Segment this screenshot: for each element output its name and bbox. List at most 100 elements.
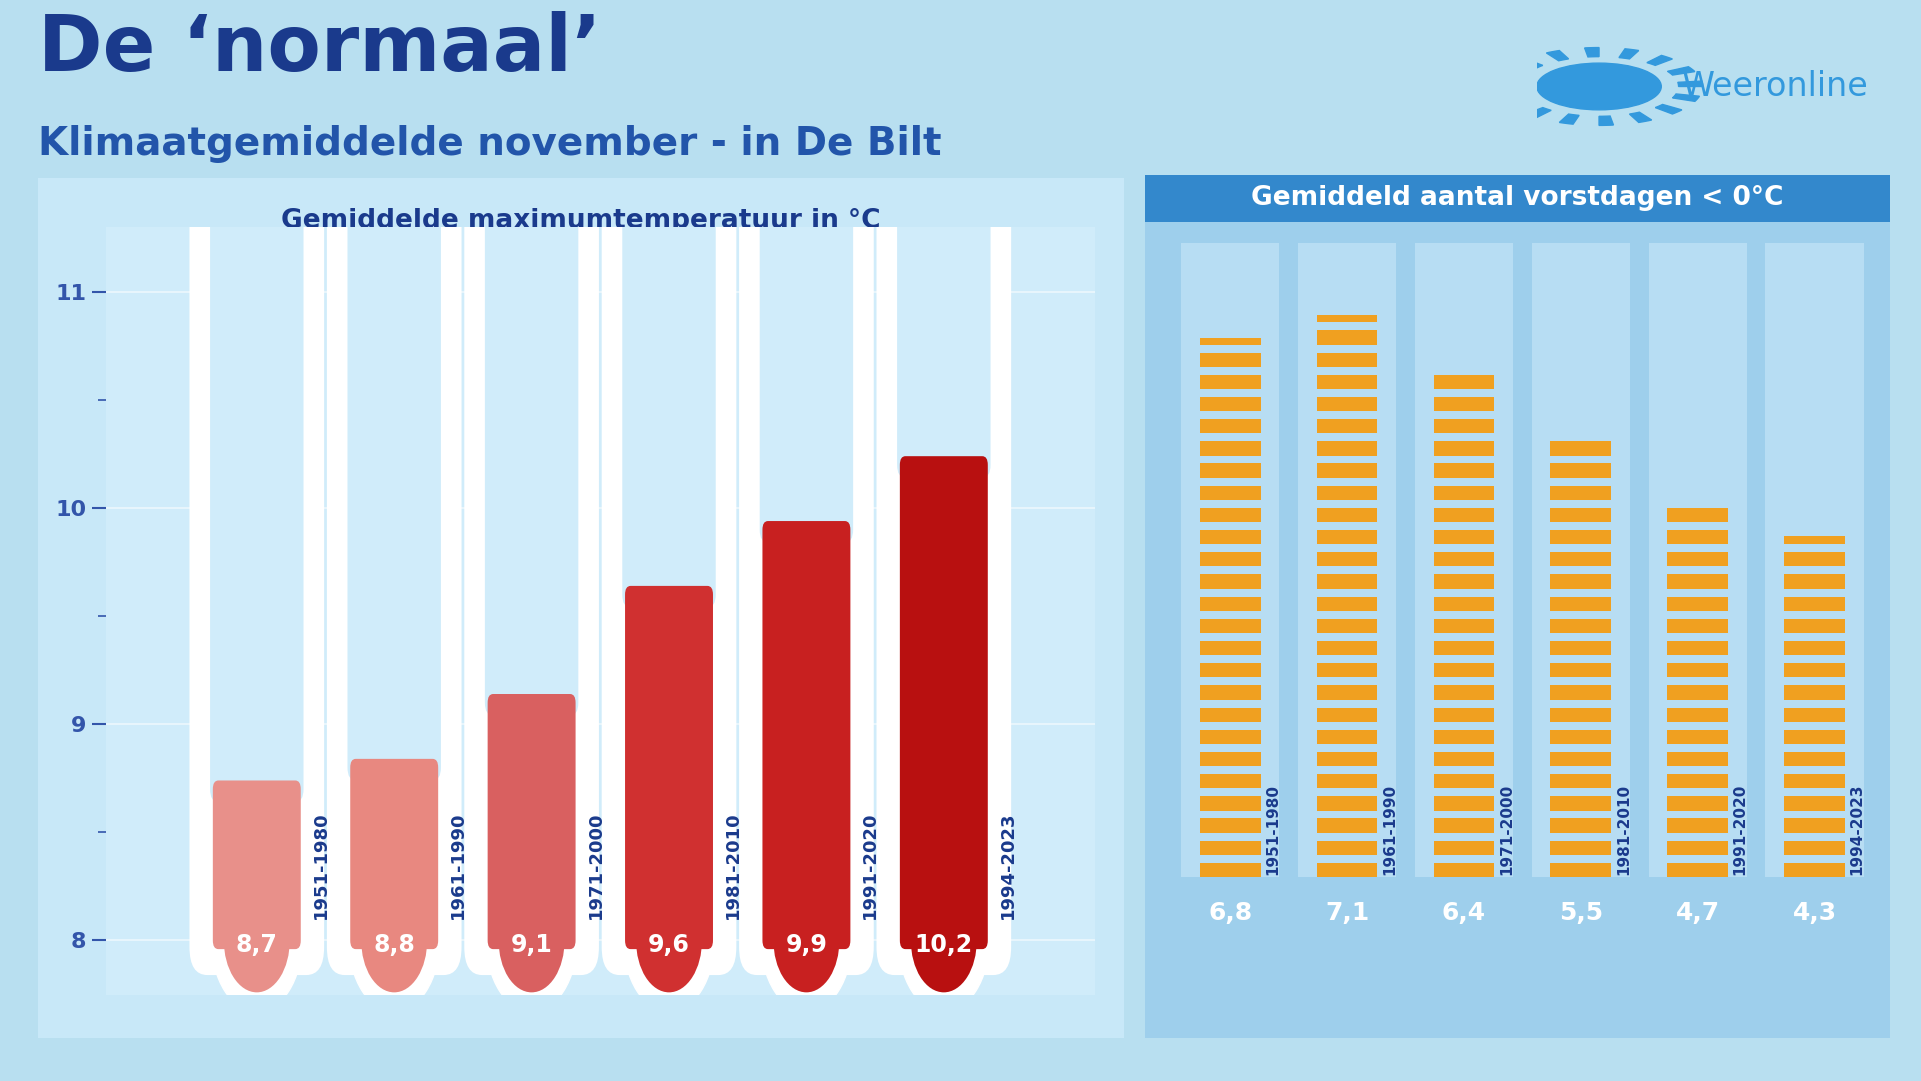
- Bar: [1667, 774, 1729, 788]
- Text: 5,5: 5,5: [1558, 900, 1602, 924]
- Wedge shape: [1619, 49, 1639, 59]
- Bar: [1433, 552, 1495, 566]
- Wedge shape: [1546, 51, 1569, 61]
- Bar: [1550, 863, 1612, 877]
- Text: 7,1: 7,1: [1325, 900, 1370, 924]
- Wedge shape: [1516, 59, 1543, 68]
- Bar: [1667, 618, 1729, 633]
- Bar: [1433, 708, 1495, 722]
- Bar: [1201, 863, 1260, 877]
- FancyBboxPatch shape: [899, 456, 987, 949]
- FancyBboxPatch shape: [876, 177, 1010, 975]
- Circle shape: [1537, 63, 1662, 110]
- Bar: [1316, 641, 1377, 655]
- Bar: [1316, 730, 1377, 744]
- Bar: [1550, 730, 1612, 744]
- Bar: [1316, 663, 1377, 678]
- Bar: [1201, 685, 1260, 699]
- Circle shape: [225, 889, 290, 992]
- Bar: [1433, 375, 1495, 389]
- Bar: [1550, 708, 1612, 722]
- FancyBboxPatch shape: [348, 201, 442, 780]
- Bar: [1201, 352, 1260, 366]
- Bar: [1433, 441, 1495, 455]
- FancyBboxPatch shape: [465, 177, 599, 975]
- Bar: [1433, 797, 1495, 811]
- Bar: [1785, 618, 1844, 633]
- Bar: [1433, 574, 1495, 589]
- Bar: [1316, 863, 1377, 877]
- Bar: [1201, 841, 1260, 855]
- Bar: [1785, 663, 1844, 678]
- Bar: [1550, 663, 1612, 678]
- Bar: [1550, 441, 1612, 455]
- Bar: [1433, 508, 1495, 522]
- Bar: [1433, 774, 1495, 788]
- Circle shape: [774, 889, 839, 992]
- Bar: [1433, 464, 1495, 478]
- Bar: [1785, 597, 1844, 611]
- Bar: [1550, 841, 1612, 855]
- FancyBboxPatch shape: [763, 521, 851, 949]
- Bar: [1201, 641, 1260, 655]
- Bar: [1316, 530, 1377, 545]
- FancyBboxPatch shape: [601, 177, 736, 975]
- Bar: [1316, 797, 1377, 811]
- Bar: [1316, 818, 1377, 832]
- Text: 9,9: 9,9: [786, 933, 828, 957]
- Bar: [1785, 641, 1844, 655]
- Circle shape: [350, 869, 440, 1012]
- Text: 1961-1990: 1961-1990: [450, 812, 467, 919]
- Bar: [1433, 730, 1495, 744]
- Bar: [1433, 752, 1495, 766]
- Text: Weeronline: Weeronline: [1683, 70, 1869, 103]
- Wedge shape: [1677, 81, 1702, 86]
- Circle shape: [211, 869, 302, 1012]
- Bar: [1667, 863, 1729, 877]
- Text: 1994-2023: 1994-2023: [1850, 784, 1865, 876]
- Bar: [1785, 797, 1844, 811]
- Bar: [1433, 685, 1495, 699]
- Bar: [1667, 841, 1729, 855]
- Text: 1994-2023: 1994-2023: [999, 812, 1016, 919]
- Bar: [1433, 641, 1495, 655]
- FancyBboxPatch shape: [327, 177, 461, 975]
- Wedge shape: [1585, 48, 1598, 57]
- Text: 1981-2010: 1981-2010: [1616, 785, 1631, 876]
- Text: 6,4: 6,4: [1443, 900, 1487, 924]
- Bar: [1785, 685, 1844, 699]
- Text: 4,7: 4,7: [1675, 900, 1719, 924]
- Bar: [1201, 730, 1260, 744]
- Bar: [1201, 663, 1260, 678]
- Bar: [1667, 641, 1729, 655]
- Bar: [1550, 685, 1612, 699]
- Text: 1961-1990: 1961-1990: [1383, 785, 1397, 876]
- FancyBboxPatch shape: [209, 201, 304, 802]
- Bar: [1785, 552, 1844, 566]
- Wedge shape: [1667, 67, 1694, 75]
- Bar: [1316, 774, 1377, 788]
- Wedge shape: [1498, 71, 1525, 79]
- Text: 9,6: 9,6: [647, 933, 690, 957]
- Bar: [1667, 708, 1729, 722]
- Bar: [1316, 685, 1377, 699]
- Bar: [1433, 841, 1495, 855]
- Bar: [1201, 597, 1260, 611]
- Text: Klimaatgemiddelde november - in De Bilt: Klimaatgemiddelde november - in De Bilt: [38, 124, 941, 163]
- Bar: [1765, 243, 1863, 877]
- Bar: [1201, 797, 1260, 811]
- FancyBboxPatch shape: [350, 759, 438, 949]
- Bar: [1433, 485, 1495, 499]
- Bar: [1316, 375, 1377, 389]
- Text: 1991-2020: 1991-2020: [861, 812, 880, 919]
- Bar: [1433, 863, 1495, 877]
- Bar: [1316, 331, 1377, 345]
- Wedge shape: [1673, 94, 1700, 102]
- Bar: [1316, 419, 1377, 433]
- Bar: [1550, 574, 1612, 589]
- Bar: [1433, 597, 1495, 611]
- Bar: [1667, 530, 1729, 545]
- Text: 4,3: 4,3: [1792, 900, 1836, 924]
- Wedge shape: [1656, 105, 1683, 114]
- Bar: [1316, 574, 1377, 589]
